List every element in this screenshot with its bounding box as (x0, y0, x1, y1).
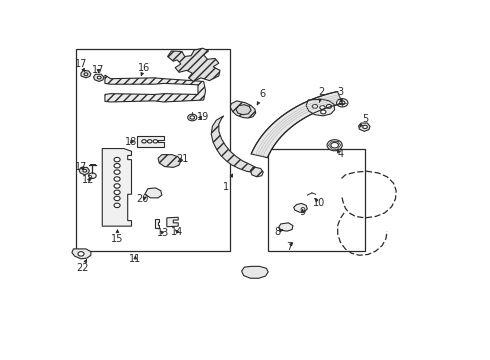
Circle shape (114, 170, 120, 174)
Text: 19: 19 (197, 112, 209, 122)
Text: 20: 20 (137, 194, 149, 204)
Text: 1: 1 (223, 174, 233, 192)
Text: 2: 2 (318, 87, 324, 102)
Circle shape (326, 104, 332, 108)
Text: 6: 6 (257, 90, 266, 105)
Text: 4: 4 (337, 149, 343, 159)
Text: 14: 14 (171, 227, 183, 237)
Circle shape (363, 125, 368, 129)
Circle shape (114, 157, 120, 162)
Text: 13: 13 (157, 228, 169, 238)
Polygon shape (105, 75, 206, 102)
Circle shape (190, 116, 195, 119)
Circle shape (188, 114, 197, 121)
Circle shape (337, 99, 348, 107)
Polygon shape (359, 123, 370, 131)
Polygon shape (168, 48, 220, 81)
Circle shape (147, 140, 152, 143)
Circle shape (78, 252, 84, 256)
Text: 16: 16 (138, 63, 150, 76)
Polygon shape (294, 203, 307, 212)
Circle shape (153, 140, 158, 143)
Text: 21: 21 (176, 154, 188, 164)
Polygon shape (242, 266, 268, 278)
Circle shape (142, 140, 147, 143)
Circle shape (114, 190, 120, 194)
Text: 15: 15 (111, 230, 123, 244)
Text: 22: 22 (76, 260, 88, 273)
Bar (268, 149, 365, 251)
Polygon shape (79, 167, 89, 175)
Circle shape (114, 203, 120, 208)
Text: 11: 11 (129, 255, 142, 264)
Circle shape (84, 73, 88, 76)
Text: 9: 9 (300, 207, 306, 217)
Polygon shape (81, 70, 91, 78)
Text: 17: 17 (75, 59, 87, 72)
Circle shape (114, 184, 120, 188)
Text: 10: 10 (313, 198, 325, 208)
Text: 5: 5 (360, 114, 368, 127)
Text: 17: 17 (75, 162, 87, 172)
Polygon shape (211, 116, 256, 172)
Polygon shape (167, 217, 178, 227)
Circle shape (320, 105, 325, 109)
Circle shape (114, 196, 120, 201)
Polygon shape (94, 74, 104, 81)
Polygon shape (102, 149, 131, 226)
Polygon shape (155, 219, 159, 228)
Circle shape (98, 76, 101, 79)
Text: 17: 17 (92, 64, 105, 75)
Text: 12: 12 (82, 175, 95, 185)
Polygon shape (158, 155, 181, 167)
Circle shape (331, 143, 339, 148)
Polygon shape (306, 99, 335, 116)
Polygon shape (230, 101, 256, 118)
Circle shape (114, 163, 120, 168)
Polygon shape (137, 136, 164, 147)
Text: 3: 3 (337, 87, 343, 102)
Polygon shape (251, 91, 343, 158)
Text: 7: 7 (286, 242, 293, 252)
Circle shape (320, 110, 326, 114)
Bar (76, 49, 230, 251)
Circle shape (312, 104, 318, 108)
Circle shape (327, 140, 342, 151)
Polygon shape (145, 188, 162, 198)
Polygon shape (250, 167, 263, 177)
Circle shape (83, 169, 87, 172)
Polygon shape (278, 223, 293, 231)
Circle shape (89, 173, 96, 179)
Circle shape (114, 177, 120, 181)
Circle shape (340, 101, 345, 105)
Polygon shape (236, 105, 251, 115)
Text: 18: 18 (125, 136, 138, 147)
Text: 8: 8 (274, 227, 283, 237)
Polygon shape (72, 249, 91, 259)
